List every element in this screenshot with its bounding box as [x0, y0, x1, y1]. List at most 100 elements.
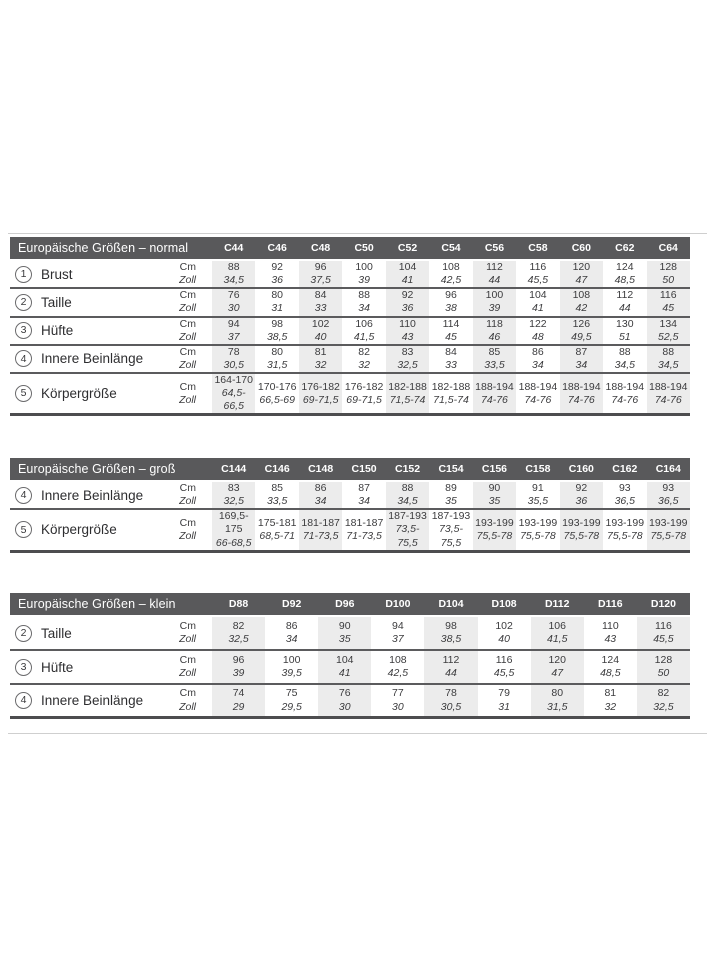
value-cell: 124 48,5 — [603, 261, 646, 287]
zoll-value: 30 — [227, 302, 240, 315]
zoll-value: 33 — [314, 302, 327, 315]
cm-value: 126 — [572, 317, 591, 330]
row-label: Körpergröße — [41, 386, 117, 402]
zoll-value: 36 — [271, 274, 284, 287]
value-cell: 112 44 — [603, 289, 646, 315]
value-cell: 116 45,5 — [516, 261, 559, 287]
size-column-header: D112 — [544, 598, 570, 610]
zoll-value: 75,5-78 — [476, 529, 513, 542]
cm-value: 83 — [227, 482, 240, 494]
value-cell: 82 32 — [342, 346, 385, 372]
value-cell: 188-194 74-76 — [603, 374, 646, 413]
value-cell: 93 36,5 — [646, 482, 690, 509]
zoll-value: 49,5 — [571, 330, 592, 343]
size-column-header: C60 — [571, 242, 591, 254]
zoll-value: 44 — [618, 302, 631, 315]
value-cell: 108 42 — [559, 289, 604, 316]
value-cell: 193-199 75,5-78 — [559, 510, 604, 550]
size-column-header: C160 — [568, 463, 594, 475]
value-cell: 96 37,5 — [298, 261, 343, 288]
cm-value: 98 — [445, 619, 457, 632]
value-cell: 96 38 — [429, 289, 472, 315]
value-cell: 188-194 74-76 — [472, 374, 517, 414]
size-column-header: D120 — [650, 598, 676, 610]
cm-value: 116 — [495, 653, 513, 666]
zoll-value: 34 — [358, 495, 370, 508]
cm-value: 102 — [495, 619, 513, 632]
row-label-cell: 3 Hüfte — [10, 322, 155, 340]
zoll-value: 41 — [532, 302, 544, 315]
cm-value: 77 — [392, 687, 404, 700]
cm-value: 193-199 — [562, 516, 601, 529]
zoll-value: 74-76 — [611, 393, 639, 406]
cm-unit-label: Cm — [179, 317, 196, 330]
zoll-unit-label: Zoll — [179, 667, 196, 679]
zoll-value: 69-71,5 — [346, 393, 382, 406]
value-cell: 92 36 — [255, 261, 298, 287]
size-column-header: C48 — [311, 242, 331, 254]
value-cell: 102 40 — [298, 317, 343, 344]
value-cell: 76 30 — [318, 685, 372, 716]
cm-value: 130 — [616, 317, 634, 330]
size-column-header: C146 — [264, 463, 290, 475]
value-cell: 86 34 — [298, 482, 343, 509]
zoll-value: 42,5 — [440, 274, 462, 287]
value-cell: 187-193 73,5-75,5 — [429, 510, 472, 549]
cm-value: 74 — [232, 687, 245, 700]
size-table-gross: Europäische Größen – groß C144 C146 C148 C15… — [10, 458, 690, 553]
cm-value: 187-193 — [431, 510, 471, 523]
row-number-badge: 2 — [15, 293, 32, 311]
unit-cell: Cm Zoll — [155, 346, 212, 372]
value-cell: 76 30 — [212, 289, 256, 316]
measurement-row: 4 Innere Beinlänge Cm Zoll 78 30,5 80 31,5 81 32 8… — [10, 345, 690, 374]
cm-value: 96 — [314, 261, 327, 273]
zoll-value: 47 — [575, 274, 588, 287]
cm-value: 188-194 — [518, 380, 558, 393]
unit-cell: Cm Zoll — [155, 381, 212, 407]
cm-value: 182-188 — [431, 380, 471, 393]
row-label: Hüfte — [41, 323, 74, 339]
bottom-divider-rule — [8, 733, 707, 734]
zoll-value: 38,5 — [266, 330, 288, 343]
cm-value: 78 — [227, 345, 240, 358]
zoll-value: 39 — [358, 274, 370, 287]
zoll-value: 46 — [488, 330, 501, 343]
zoll-unit-label: Zoll — [179, 274, 196, 287]
zoll-value: 30,5 — [223, 358, 244, 371]
zoll-value: 41 — [338, 667, 351, 679]
zoll-value: 35 — [338, 633, 351, 645]
cm-value: 92 — [575, 482, 588, 494]
zoll-value: 34,5 — [223, 274, 244, 287]
zoll-value: 45 — [662, 302, 675, 315]
zoll-value: 35 — [488, 495, 501, 508]
value-cell: 88 34,5 — [603, 346, 646, 372]
cm-value: 92 — [271, 261, 284, 273]
zoll-value: 38 — [445, 302, 457, 315]
zoll-value: 74-76 — [524, 393, 552, 406]
size-column-header: D108 — [491, 598, 517, 610]
zoll-value: 75,5-78 — [650, 529, 687, 542]
value-cell: 193-199 75,5-78 — [603, 510, 646, 549]
value-cell: 110 43 — [385, 317, 430, 344]
measurement-row: 2 Taille Cm Zoll 76 30 80 31 84 33 88 34 92 36 96 38 100… — [10, 289, 690, 318]
zoll-value: 69-71,5 — [302, 393, 339, 406]
zoll-value: 45 — [445, 330, 457, 343]
zoll-value: 31 — [498, 700, 510, 713]
cm-value: 85 — [488, 345, 501, 358]
zoll-value: 64,5-66,5 — [221, 387, 246, 413]
zoll-value: 75,5-78 — [606, 529, 643, 542]
zoll-value: 42 — [575, 302, 588, 315]
cm-value: 188-194 — [475, 380, 514, 393]
value-cell: 83 32,5 — [212, 482, 256, 509]
value-cell: 93 36,5 — [603, 482, 646, 508]
row-label: Brust — [41, 266, 73, 282]
value-cell: 104 41 — [318, 651, 372, 683]
zoll-value: 48,5 — [600, 667, 621, 679]
row-label: Innere Beinlänge — [41, 693, 144, 708]
row-label-cell: 4 Innere Beinlänge — [10, 486, 155, 504]
zoll-value: 38,5 — [440, 633, 462, 645]
cm-value: 90 — [488, 482, 501, 494]
row-number-badge: 5 — [15, 521, 32, 539]
cm-value: 91 — [532, 482, 544, 494]
